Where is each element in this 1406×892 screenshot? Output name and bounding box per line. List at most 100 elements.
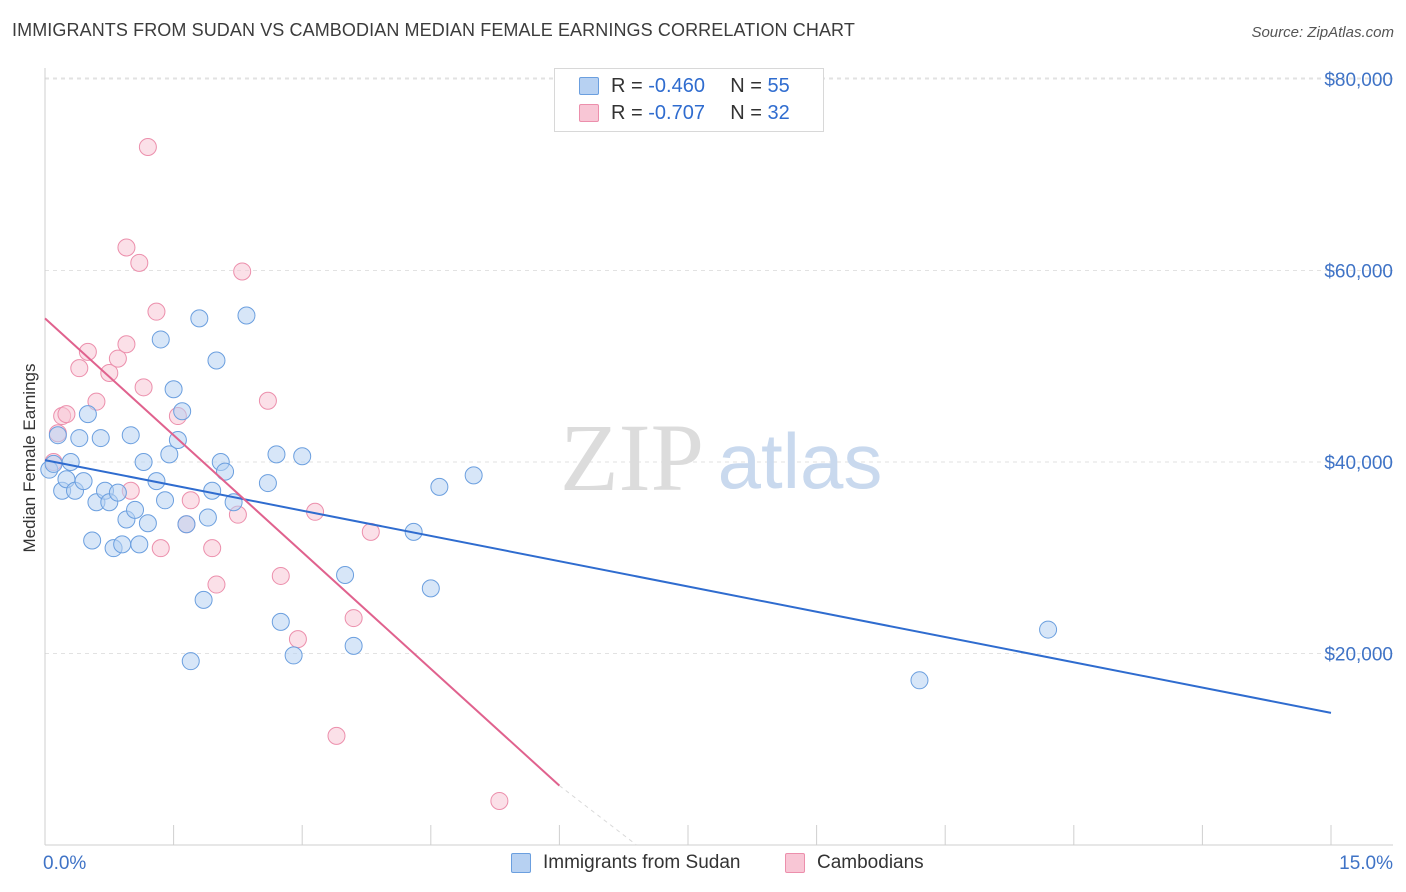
cambodians-swatch — [785, 853, 805, 873]
series-legend: Immigrants from Sudan Cambodians — [0, 852, 1406, 876]
y-tick-label: $20,000 — [1324, 645, 1393, 666]
cambodians-point — [117, 335, 136, 354]
sudan-point — [430, 477, 449, 496]
cambodians-point — [134, 378, 153, 397]
chart-title: IMMIGRANTS FROM SUDAN VS CAMBODIAN MEDIA… — [12, 20, 855, 40]
legend-label-cambodians: Cambodians — [817, 852, 924, 873]
sudan-point — [156, 491, 175, 510]
sudan-point — [267, 445, 286, 464]
cambodians-point — [138, 137, 157, 156]
sudan-point — [164, 380, 183, 399]
cambodians-point — [78, 342, 97, 361]
sudan-point — [151, 330, 170, 349]
y-tick-label: $40,000 — [1324, 453, 1393, 474]
cambodians-point — [181, 491, 200, 510]
legend-n-label: N = — [730, 101, 762, 124]
cambodians-point — [117, 238, 136, 257]
cambodians-point — [207, 575, 226, 594]
sudan-point — [83, 531, 102, 550]
sudan-point — [78, 405, 97, 424]
cambodians-point — [147, 302, 166, 321]
legend-r-label: R = — [611, 101, 643, 124]
cambodians-swatch — [579, 104, 599, 122]
trend-lines — [44, 317, 1332, 846]
sudan-point — [160, 445, 179, 464]
legend-row-sudan: R = -0.460 N = 55 — [579, 75, 790, 97]
sudan-point — [203, 481, 222, 500]
sudan-point — [130, 535, 149, 554]
cambodians-point — [87, 392, 106, 411]
sudan-point — [134, 453, 153, 471]
sudan-point — [237, 306, 256, 325]
cambodians-point — [57, 405, 76, 424]
legend-item-cambodians[interactable]: Cambodians — [785, 852, 924, 874]
legend-r-label: R = — [611, 74, 643, 97]
legend-n-label: N = — [730, 74, 762, 97]
sudan-point — [177, 515, 196, 534]
sudan-points — [40, 306, 1058, 690]
cambodians-point — [288, 630, 307, 649]
cambodians-point — [271, 566, 290, 585]
cambodians-point — [203, 539, 222, 558]
y-tick-label: $60,000 — [1324, 262, 1393, 283]
cambodians-point — [151, 539, 170, 558]
cambodians-point — [70, 359, 89, 378]
cambodians-point — [327, 726, 346, 745]
sudan-point — [70, 429, 89, 448]
sudan-trend-line — [44, 459, 1332, 714]
watermark: ZIP atlas — [560, 404, 882, 511]
legend-r-value: -0.460 — [648, 74, 705, 97]
sudan-point — [61, 453, 80, 471]
y-tick-label: $80,000 — [1324, 70, 1393, 91]
sudan-swatch — [511, 853, 531, 873]
sudan-point — [421, 579, 440, 598]
cambodians-point — [233, 262, 252, 281]
cambodians-trend-extension — [559, 785, 637, 846]
source-credit: Source: ZipAtlas.com — [1251, 24, 1394, 41]
gridlines — [45, 77, 1393, 654]
legend-item-sudan[interactable]: Immigrants from Sudan — [511, 852, 740, 874]
sudan-point — [284, 646, 303, 665]
sudan-point — [336, 565, 355, 584]
x-tick-label: 15.0% — [1339, 853, 1393, 874]
sudan-point — [194, 590, 213, 609]
sudan-point — [181, 652, 200, 671]
watermark-zip: ZIP — [560, 404, 704, 511]
sudan-point — [207, 351, 226, 370]
sudan-swatch — [579, 77, 599, 95]
x-tick-label: 0.0% — [43, 853, 86, 874]
sudan-point — [1039, 620, 1058, 639]
cambodians-point — [490, 791, 509, 810]
sudan-point — [126, 500, 145, 519]
sudan-point — [216, 462, 235, 481]
sudan-point — [464, 466, 483, 485]
legend-r-value: -0.707 — [648, 101, 705, 124]
legend-n-value: 55 — [767, 74, 790, 97]
sudan-point — [271, 612, 290, 631]
sudan-point — [258, 474, 277, 493]
cambodians-point — [108, 349, 127, 368]
sudan-point — [198, 508, 217, 527]
sudan-point — [138, 514, 157, 533]
sudan-point — [74, 472, 93, 491]
cambodians-point — [130, 253, 149, 272]
sudan-point — [293, 447, 312, 466]
sudan-point — [91, 429, 110, 448]
axes — [44, 68, 1393, 846]
stats-legend: R = -0.460 N = 55 R = -0.707 N = 32 — [554, 68, 824, 132]
sudan-point — [48, 426, 67, 445]
cambodians-trend-line — [44, 317, 561, 787]
y-tick-labels: $20,000 $40,000 $60,000 $80,000 — [1324, 70, 1393, 666]
legend-n-value: 32 — [767, 101, 790, 124]
x-tick-labels: 0.0% 15.0% — [43, 853, 1393, 874]
sudan-point — [190, 309, 209, 328]
sudan-point — [108, 483, 127, 502]
sudan-point — [344, 636, 363, 655]
cambodians-point — [100, 363, 119, 382]
watermark-atlas: atlas — [718, 417, 883, 505]
sudan-point — [910, 671, 929, 690]
legend-label-sudan: Immigrants from Sudan — [543, 852, 741, 873]
sudan-point — [121, 426, 140, 445]
legend-row-cambodians: R = -0.707 N = 32 — [579, 102, 790, 124]
